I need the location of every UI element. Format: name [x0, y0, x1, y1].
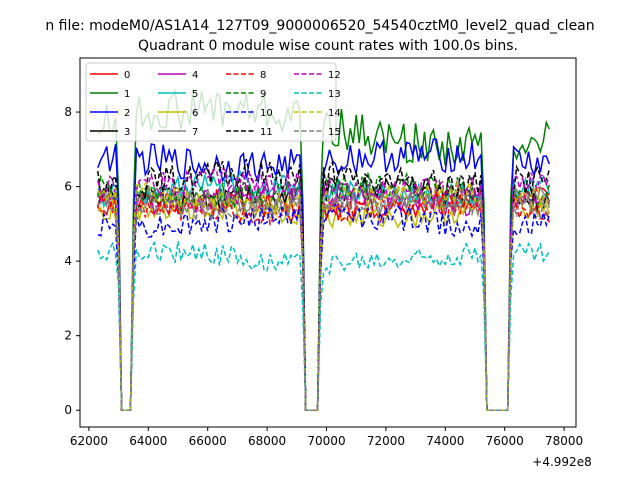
legend-label-7: 7 [192, 127, 198, 138]
x-tick-label: 66000 [189, 434, 227, 448]
chart-title: Quadrant 0 module wise count rates with … [138, 38, 518, 54]
legend-label-6: 6 [192, 108, 198, 119]
series-line-13 [97, 240, 550, 411]
series-layer [97, 88, 551, 411]
x-tick-label: 76000 [486, 434, 524, 448]
plot-frame [79, 57, 577, 428]
x-offset-label: +4.992e8 [532, 455, 591, 469]
legend-label-2: 2 [124, 108, 130, 119]
legend-label-15: 15 [328, 127, 341, 138]
legend-label-0: 0 [124, 70, 130, 81]
y-tick-label: 6 [64, 180, 72, 194]
x-tick-label: 64000 [129, 434, 167, 448]
x-tick-label: 78000 [545, 434, 583, 448]
series-line-14 [97, 179, 550, 411]
legend-box [85, 62, 337, 142]
x-tick-label: 70000 [307, 434, 345, 448]
y-tick-label: 0 [64, 403, 72, 417]
legend-label-13: 13 [328, 89, 341, 100]
series-line-15 [97, 188, 550, 411]
legend-label-5: 5 [192, 89, 198, 100]
y-tick-label: 8 [64, 105, 72, 119]
legend-label-11: 11 [260, 127, 273, 138]
y-tick-label: 2 [64, 329, 72, 343]
legend-label-3: 3 [124, 127, 130, 138]
suptitle: n file: modeM0/AS1A14_127T09_9000006520_… [45, 18, 594, 34]
x-tick-label: 74000 [426, 434, 464, 448]
legend-label-12: 12 [328, 70, 341, 81]
ticks-layer: 62000 64000 66000 68000 70000 72000 74000 76000… [64, 105, 583, 448]
y-tick-label: 4 [64, 254, 72, 268]
series-line-8 [97, 192, 551, 411]
legend-label-4: 4 [192, 70, 198, 81]
x-tick-label: 72000 [367, 434, 405, 448]
x-tick-label: 62000 [70, 434, 108, 448]
series-line-12 [97, 168, 550, 411]
legend-label-10: 10 [260, 108, 273, 119]
legend-label-9: 9 [260, 89, 266, 100]
series-line-11 [97, 158, 551, 411]
legend-label-1: 1 [124, 89, 130, 100]
legend-label-14: 14 [328, 108, 341, 119]
series-line-10 [97, 202, 551, 411]
legend-label-8: 8 [260, 70, 266, 81]
x-tick-label: 68000 [248, 434, 286, 448]
